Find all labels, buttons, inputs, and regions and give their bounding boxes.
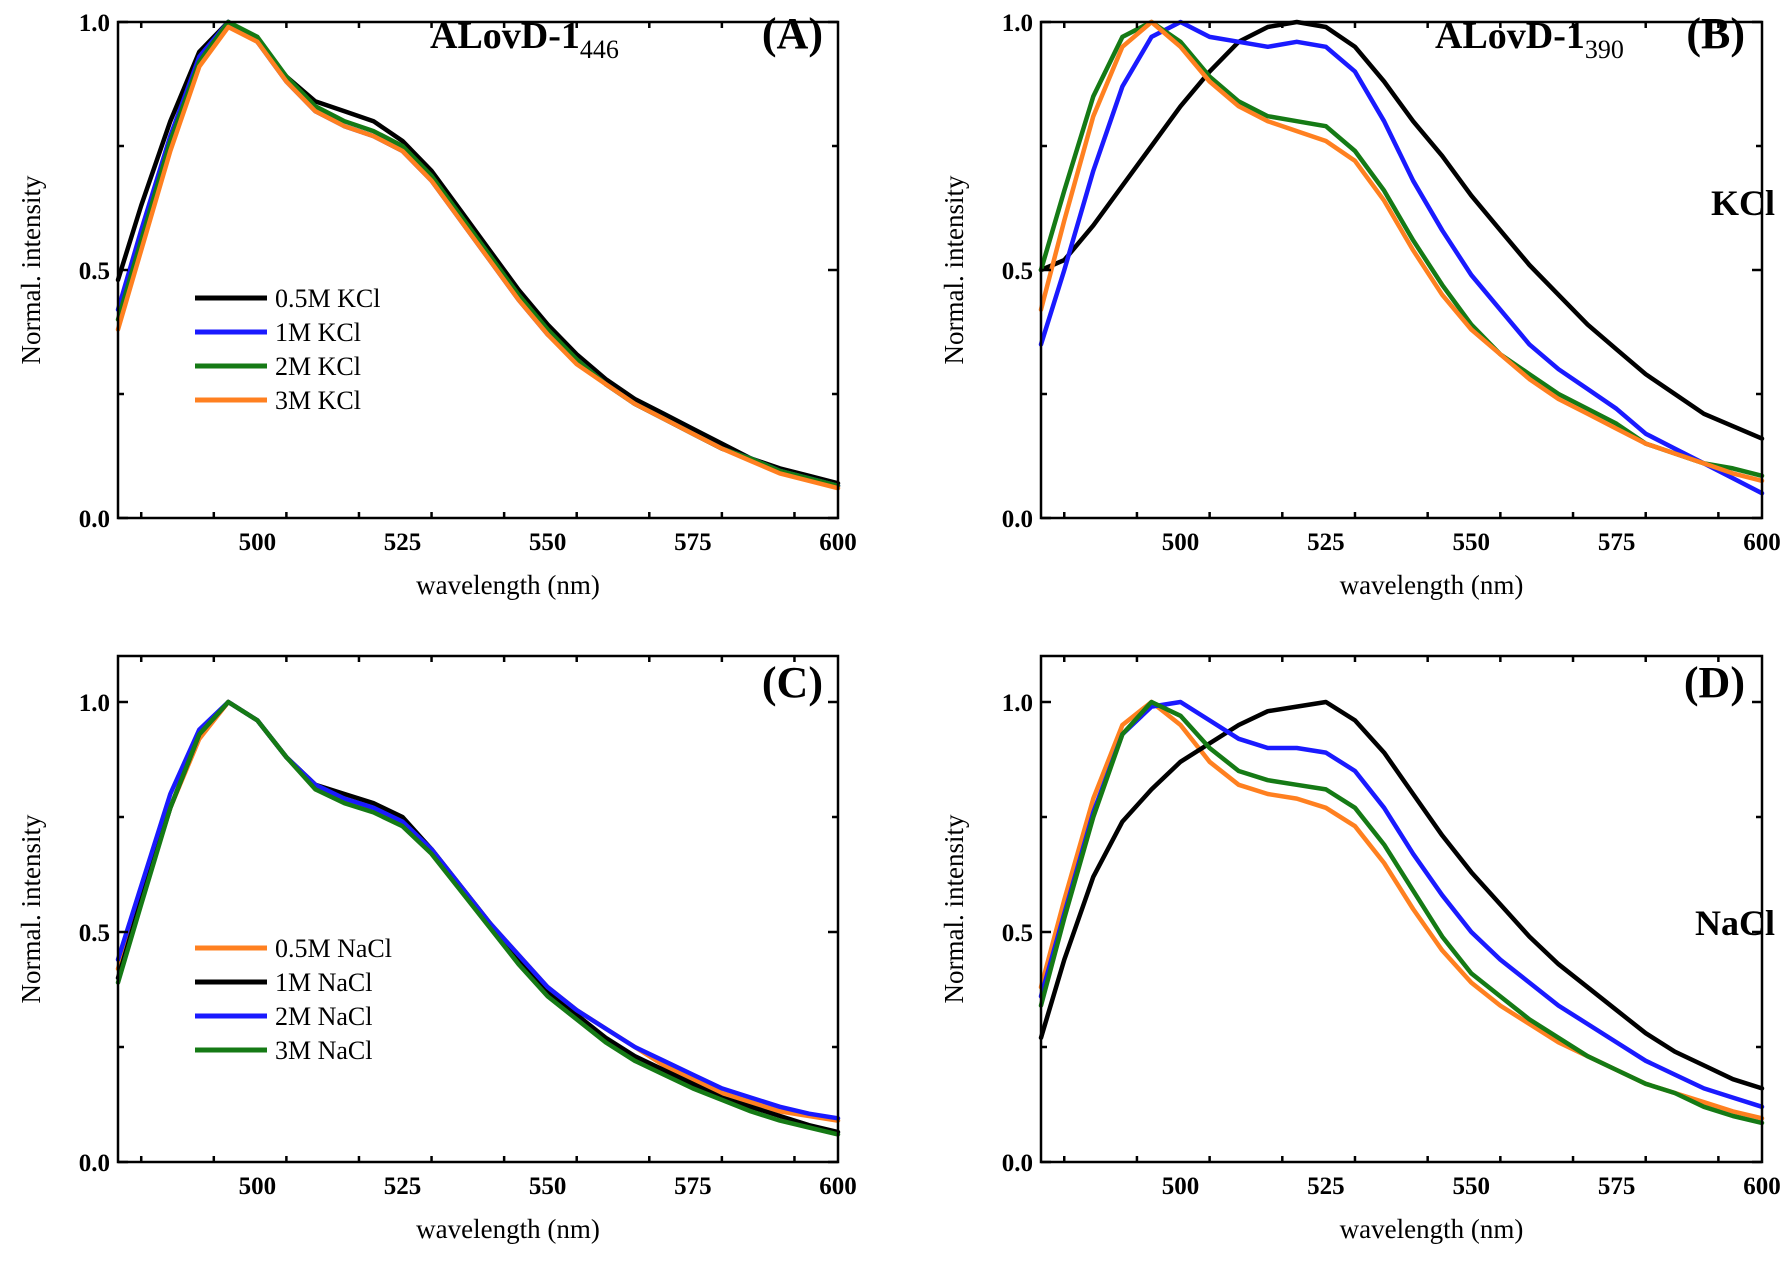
x-tick-label: 500: [1162, 1173, 1200, 1200]
x-tick-label: 600: [819, 1173, 857, 1200]
legend-label: 2M NaCl: [275, 1002, 373, 1031]
y-tick-label: 1.0: [1002, 690, 1033, 717]
x-tick-label: 600: [819, 529, 857, 556]
x-tick-label: 600: [1743, 1173, 1781, 1200]
series-line-2m-kcl: [1038, 19, 1765, 479]
legend-label: 3M KCl: [275, 386, 361, 415]
legend-label: 1M NaCl: [275, 968, 373, 997]
x-tick-label: 550: [529, 1173, 567, 1200]
salt-label: KCl: [1711, 183, 1775, 223]
panel-title: ALovD-1446: [430, 15, 619, 64]
x-tick-label: 525: [1307, 529, 1345, 556]
x-axis-title: wavelength (nm): [1340, 1214, 1524, 1244]
salt-label: NaCl: [1695, 903, 1775, 943]
x-tick-label: 500: [239, 529, 277, 556]
x-tick-label: 525: [384, 529, 422, 556]
series-line-1m-nacl: [1038, 699, 1765, 1091]
x-tick-label: 575: [1598, 529, 1636, 556]
y-axis-title: Normal. intensity: [939, 175, 969, 364]
x-tick-label: 600: [1743, 529, 1781, 556]
x-tick-label: 525: [1307, 1173, 1345, 1200]
y-tick-label: 0.0: [1002, 1150, 1033, 1177]
panel-a: 500 525 550 575 600 0.0 0.5 1.0 wavelength (nm) N…: [16, 9, 857, 600]
legend: 0.5M NaCl 1M NaCl 2M NaCl 3M NaCl: [195, 934, 392, 1065]
panel-title-subscript: 390: [1585, 35, 1624, 64]
legend-label: 0.5M NaCl: [275, 934, 392, 963]
panel-title-main: ALovD-1: [1435, 15, 1585, 57]
series-line-3m-nacl: [1038, 699, 1765, 1126]
panel-title-subscript: 446: [580, 35, 619, 64]
legend-label: 0.5M KCl: [275, 284, 380, 313]
series-line-3m-kcl: [1038, 19, 1765, 484]
series-line-0-5m-kcl: [1038, 19, 1765, 441]
panel-letter: (A): [762, 9, 823, 58]
series-line-0-5m-kcl: [115, 19, 841, 486]
y-tick-label: 0.5: [79, 258, 110, 285]
panel-letter: (B): [1686, 9, 1745, 58]
plot-frame: [116, 20, 840, 520]
x-axis-title: wavelength (nm): [416, 570, 600, 600]
y-tick-label: 0.5: [1002, 920, 1033, 947]
x-tick-label: 575: [674, 529, 712, 556]
panel-c: 500 525 550 575 600 0.0 0.5 1.0 wavelength (nm) N…: [16, 654, 857, 1244]
plot-frame: [1039, 654, 1764, 1164]
plot-frame: [116, 654, 840, 1164]
panel-title: ALovD-1390: [1435, 15, 1624, 64]
series-line-0-5m-nacl: [1038, 699, 1765, 1121]
y-tick-label: 0.0: [79, 506, 110, 533]
y-tick-label: 1.0: [1002, 10, 1033, 37]
series-line-3m-nacl: [115, 699, 841, 1137]
legend-label: 3M NaCl: [275, 1036, 373, 1065]
panel-letter: (D): [1684, 658, 1745, 707]
x-tick-label: 550: [1453, 1173, 1491, 1200]
y-tick-label: 0.5: [79, 920, 110, 947]
series-line-2m-kcl: [115, 19, 841, 489]
y-tick-label: 1.0: [79, 10, 110, 37]
y-tick-label: 0.0: [79, 1150, 110, 1177]
legend: 0.5M KCl 1M KCl 2M KCl 3M KCl: [195, 284, 380, 415]
panel-b: 500 525 550 575 600 0.0 0.5 1.0 wavelength (nm) N…: [939, 9, 1781, 600]
y-tick-label: 0.5: [1002, 258, 1033, 285]
y-axis-title: Normal. intensity: [16, 175, 46, 364]
x-tick-label: 500: [1162, 529, 1200, 556]
y-tick-label: 0.0: [1002, 506, 1033, 533]
panel-title-main: ALovD-1: [430, 15, 580, 57]
panel-d: 500 525 550 575 600 0.0 0.5 1.0 wavelength (nm) N…: [939, 654, 1781, 1244]
x-tick-label: 550: [529, 529, 567, 556]
x-axis-title: wavelength (nm): [416, 1214, 600, 1244]
legend-label: 1M KCl: [275, 318, 361, 347]
series-line-3m-kcl: [115, 24, 841, 491]
series-line-1m-nacl: [115, 699, 841, 1135]
plot-frame: [1039, 20, 1764, 520]
series-line-2m-nacl: [1038, 699, 1765, 1110]
series-line-1m-kcl: [115, 19, 841, 489]
series-line-1m-kcl: [1038, 19, 1765, 496]
x-tick-label: 575: [1598, 1173, 1636, 1200]
x-axis-title: wavelength (nm): [1340, 570, 1524, 600]
x-tick-label: 550: [1453, 529, 1491, 556]
legend-label: 2M KCl: [275, 352, 361, 381]
y-axis-title: Normal. intensity: [16, 814, 46, 1003]
panel-letter: (C): [762, 658, 823, 707]
y-tick-label: 1.0: [79, 690, 110, 717]
x-tick-label: 525: [384, 1173, 422, 1200]
x-tick-label: 575: [674, 1173, 712, 1200]
y-axis-title: Normal. intensity: [939, 814, 969, 1003]
x-tick-label: 500: [239, 1173, 277, 1200]
